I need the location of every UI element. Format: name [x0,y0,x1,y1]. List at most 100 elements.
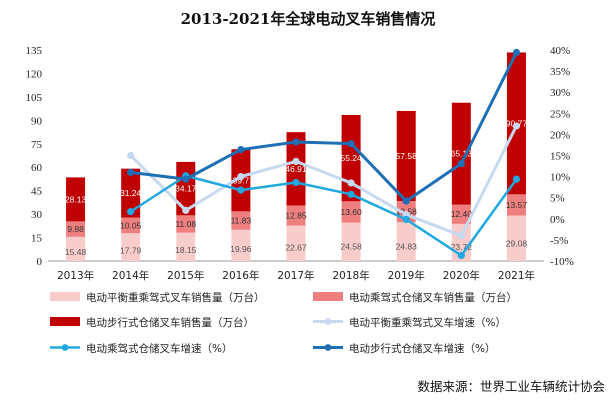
legend-label: 电动步行式仓储叉车销售量（万台） [86,316,254,329]
legend-marker [324,318,332,325]
legend-label: 电动乘驾式仓储叉车销售量（万台） [349,291,517,304]
bar-data-label: 12.40 [451,209,473,219]
bar-segment [396,222,416,261]
lines [127,48,521,260]
bar-data-label: 11.08 [175,219,196,229]
x-tick-label: 2013年 [57,269,94,282]
bar-data-label: 29.08 [506,239,528,249]
x-tick-label: 2014年 [112,269,149,282]
legend-marker [324,344,332,351]
y-right-tick-label: -10% [550,256,574,268]
x-tick-label: 2019年 [388,269,425,282]
series-point [292,178,300,187]
series-line [130,51,518,203]
bar-segment [66,177,86,222]
x-tick-label: 2017年 [277,269,314,282]
series-point [457,159,465,168]
y-right-tick-label: -5% [550,235,568,247]
bar-data-label: 46.91 [285,164,307,174]
bar-segment [231,229,251,261]
bar-segment [286,205,306,226]
bar-segment [231,149,251,212]
series-point [127,208,135,216]
bar-segment [506,194,526,216]
bar-data-label: 31.24 [120,188,142,198]
y-right-tick-label: 0% [550,214,565,226]
bar-segment [231,211,251,230]
y-left-tick-label: 30 [31,209,43,221]
series-point [457,251,465,260]
bar-data-label: 65.13 [451,149,473,159]
y-right-tick-label: 10% [550,172,570,184]
series-point [237,186,245,194]
bar-data-label: 15.48 [65,247,87,257]
series-point [127,168,135,176]
bar-segment [121,233,141,261]
legend-swatch [50,317,80,326]
bar-segment [341,201,361,223]
bar-data-label: 57.58 [396,151,418,161]
y-left-tick-label: 75 [31,139,43,151]
series-point [347,179,355,187]
source-note: 数据来源：世界工业车辆统计协会 [417,379,605,394]
y-left-tick-label: 15 [31,233,43,245]
y-left-tick-label: 90 [31,115,43,127]
bar-data-label: 17.79 [120,245,142,255]
y-left-tick-label: 105 [26,92,43,104]
bar-data-label: 28.13 [65,194,87,204]
x-tick-label: 2020年 [443,269,480,282]
legend-swatch [50,292,80,301]
series-point [457,232,465,240]
bar-segment [176,232,196,261]
y-right-tick-label: 20% [550,129,570,141]
y-left-tick-label: 0 [37,256,43,268]
series-line [129,125,518,238]
series-point [512,48,521,57]
bar-segment [286,225,306,261]
bar-data-label: 39.7 [233,175,250,185]
y-right-tick-label: 25% [550,108,570,120]
series-point [512,175,521,183]
legend-label: 电动乘驾式仓储叉车增速（%） [86,342,232,355]
bar-data-label: 12.85 [285,211,307,221]
bar-data-label: 23.72 [451,242,473,252]
y-right-tick-label: 40% [550,45,570,57]
bar-data-label: 13.57 [506,200,528,210]
series-point [402,197,410,205]
chart-title: 2013-2021年全球电动叉车销售情况 [181,10,436,28]
series-line [129,174,518,257]
bar-segment [286,132,306,206]
legend-marker [61,344,69,351]
bar-segment [341,222,361,261]
series-point [182,175,190,183]
y-right-tick-label: 30% [550,87,570,99]
x-tick-label: 2021年 [498,269,535,282]
y-left-tick-label: 135 [26,45,43,57]
y-right-tick-label: 5% [550,193,565,205]
y-left-tick-label: 120 [26,68,43,80]
legend-label: 电动平衡重乘驾式叉车增速（%） [349,316,506,329]
x-tick-label: 2016年 [222,269,259,282]
legend-label: 电动步行式仓储叉车增速（%） [349,342,495,355]
y-right-tick-label: 15% [550,151,570,163]
series-point [127,151,135,160]
bar-data-label: 34.17 [175,184,197,194]
series-point [292,157,300,166]
bar-data-label: 11.83 [231,216,252,226]
bar-data-label: 24.83 [396,241,418,251]
bar-data-label: 24.58 [340,241,362,251]
bar-segment [176,215,196,233]
series-point [182,206,190,214]
series-point [237,145,245,154]
bar-segment [66,221,86,237]
bar-segment [451,204,471,224]
bar-segment [121,217,141,234]
bar-data-label: 22.67 [285,243,307,253]
bar-segment [396,110,416,201]
bar-segment [66,236,86,261]
bar-segment [451,102,471,205]
bar-data-label: 9.88 [67,224,84,234]
y-right-tick-label: 35% [550,66,570,78]
series-point [347,140,355,148]
